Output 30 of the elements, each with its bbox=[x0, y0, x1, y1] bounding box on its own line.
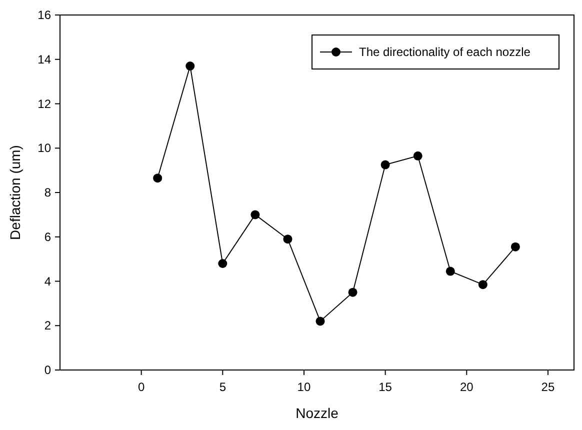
point bbox=[510, 242, 520, 252]
legend-label: The directionality of each nozzle bbox=[359, 45, 531, 59]
y-tick-label: 4 bbox=[44, 274, 52, 288]
x-tick-label: 0 bbox=[138, 380, 145, 394]
y-tick-label: 6 bbox=[44, 230, 52, 244]
point bbox=[413, 151, 422, 160]
x-tick-label: 5 bbox=[219, 380, 226, 394]
point bbox=[478, 280, 488, 290]
x-tick-label: 25 bbox=[541, 380, 555, 394]
y-tick-label: 8 bbox=[44, 186, 52, 200]
y-tick-label: 2 bbox=[44, 318, 52, 333]
y-tick-label: 16 bbox=[38, 8, 52, 22]
point bbox=[153, 174, 162, 183]
point bbox=[380, 160, 390, 170]
x-axis-title: Nozzle bbox=[296, 405, 339, 421]
point bbox=[283, 234, 292, 244]
x-tick-label: 10 bbox=[297, 380, 311, 394]
y-tick-label: 12 bbox=[38, 96, 52, 111]
y-tick-label: 10 bbox=[38, 141, 52, 156]
point bbox=[316, 316, 325, 326]
y-tick-label: 0 bbox=[44, 363, 52, 377]
point bbox=[186, 62, 195, 71]
point bbox=[250, 210, 260, 220]
x-tick-label: 15 bbox=[378, 380, 392, 394]
point bbox=[348, 288, 358, 297]
y-axis-title: Deflaction (um) bbox=[7, 145, 23, 240]
point bbox=[446, 266, 455, 276]
point bbox=[218, 259, 228, 268]
x-tick-label: 20 bbox=[460, 380, 474, 394]
y-tick-label: 14 bbox=[38, 52, 52, 66]
